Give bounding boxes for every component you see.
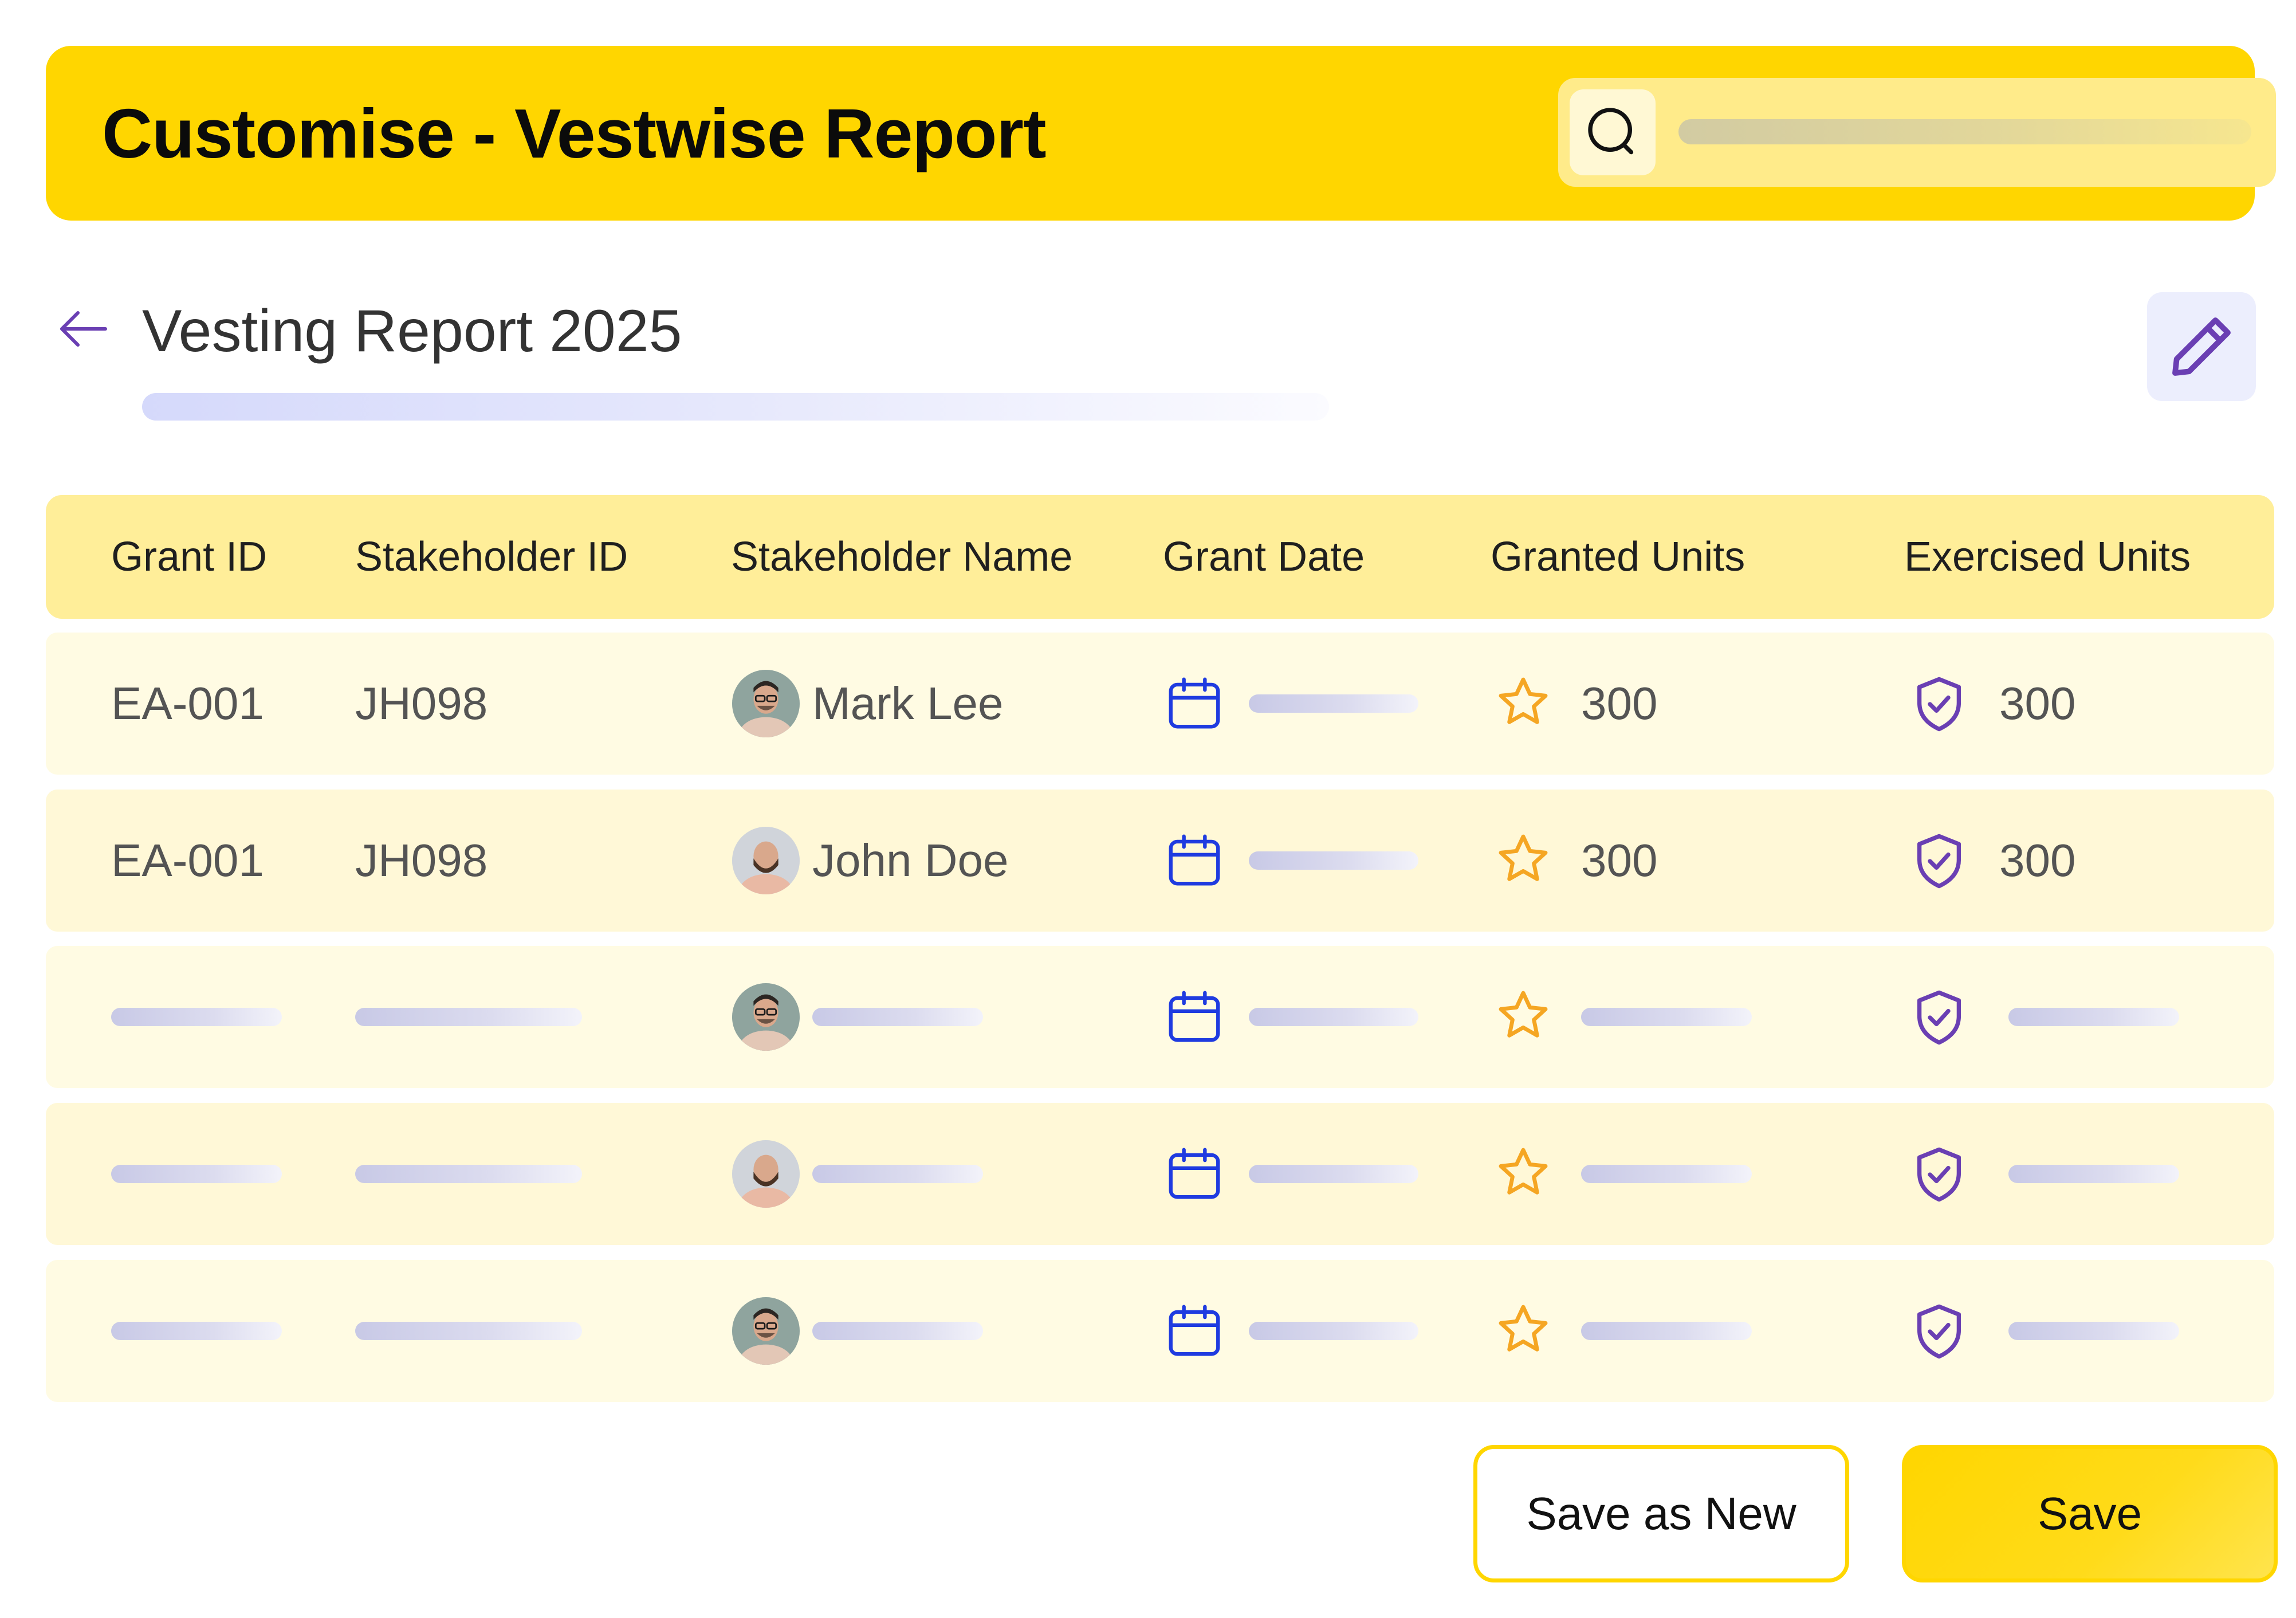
calendar-icon xyxy=(1163,1299,1226,1362)
search-icon xyxy=(1588,108,1634,155)
page-title: Customise - Vestwise Report xyxy=(102,95,1047,172)
exercised-units-placeholder xyxy=(2008,1165,2179,1183)
shield-check-icon xyxy=(1908,986,1971,1049)
calendar-icon xyxy=(1163,1142,1226,1205)
table-row[interactable]: EA-001 JH098 John Doe 300 300 xyxy=(46,790,2274,932)
header-banner: Customise - Vestwise Report xyxy=(46,46,2276,221)
calendar-icon xyxy=(1163,828,1226,892)
table-header: Grant ID Stakeholder ID Stakeholder Name… xyxy=(46,495,2274,619)
stakeholder-name-cell: Mark Lee xyxy=(812,678,1004,729)
column-header-stakeholder-name[interactable]: Stakeholder Name xyxy=(731,534,1073,580)
column-header-stakeholder-id[interactable]: Stakeholder ID xyxy=(355,534,628,580)
stakeholder-id-cell: JH098 xyxy=(355,835,488,886)
grant-id-placeholder xyxy=(111,1322,282,1340)
star-icon xyxy=(1493,986,1553,1046)
grant-date-placeholder xyxy=(1249,1008,1418,1026)
avatar xyxy=(732,1297,800,1365)
granted-units-placeholder xyxy=(1581,1008,1752,1026)
avatar xyxy=(732,670,800,737)
star-icon xyxy=(1493,830,1553,889)
exercised-units-cell: 300 xyxy=(1999,678,2076,729)
stakeholder-name-cell: John Doe xyxy=(812,835,1009,886)
stakeholder-name-placeholder xyxy=(812,1165,983,1183)
column-header-exercised-units[interactable]: Exercised Units xyxy=(1904,534,2191,580)
stakeholder-id-placeholder xyxy=(355,1008,582,1026)
grant-date-placeholder xyxy=(1249,694,1418,713)
exercised-units-placeholder xyxy=(2008,1322,2179,1340)
report-title: Vesting Report 2025 xyxy=(142,298,682,364)
grant-date-placeholder xyxy=(1249,851,1418,870)
pencil-icon xyxy=(2172,317,2231,376)
table-row[interactable] xyxy=(46,1260,2274,1402)
table-row[interactable]: EA-001 JH098 Mark Lee 300 300 xyxy=(46,633,2274,775)
grant-id-cell: EA-001 xyxy=(111,835,264,886)
calendar-icon xyxy=(1163,671,1226,735)
shield-check-icon xyxy=(1908,1300,1971,1363)
star-icon xyxy=(1493,673,1553,732)
column-header-grant-date[interactable]: Grant Date xyxy=(1163,534,1365,580)
exercised-units-placeholder xyxy=(2008,1008,2179,1026)
save-as-new-button[interactable]: Save as New xyxy=(1473,1445,1849,1582)
granted-units-cell: 300 xyxy=(1581,835,1658,886)
stakeholder-name-placeholder xyxy=(812,1322,983,1340)
star-icon xyxy=(1493,1300,1553,1360)
title-underline xyxy=(142,393,1329,421)
arrow-left-icon[interactable] xyxy=(55,304,110,355)
exercised-units-cell: 300 xyxy=(1999,835,2076,886)
shield-check-icon xyxy=(1908,830,1971,893)
grant-id-cell: EA-001 xyxy=(111,678,264,729)
column-header-granted-units[interactable]: Granted Units xyxy=(1491,534,1745,580)
shield-check-icon xyxy=(1908,1143,1971,1206)
column-header-grant-id[interactable]: Grant ID xyxy=(111,534,268,580)
granted-units-cell: 300 xyxy=(1581,678,1658,729)
table-row[interactable] xyxy=(46,946,2274,1088)
grant-id-placeholder xyxy=(111,1165,282,1183)
granted-units-placeholder xyxy=(1581,1165,1752,1183)
grant-id-placeholder xyxy=(111,1008,282,1026)
stakeholder-id-placeholder xyxy=(355,1322,582,1340)
shield-check-icon xyxy=(1908,673,1971,736)
search-button[interactable] xyxy=(1570,89,1656,175)
avatar xyxy=(732,827,800,894)
save-button[interactable]: Save xyxy=(1902,1445,2278,1582)
search-input[interactable] xyxy=(1678,119,2251,144)
search-box[interactable] xyxy=(1558,78,2276,187)
stakeholder-id-cell: JH098 xyxy=(355,678,488,729)
grant-date-placeholder xyxy=(1249,1165,1418,1183)
stakeholder-id-placeholder xyxy=(355,1165,582,1183)
calendar-icon xyxy=(1163,985,1226,1048)
avatar xyxy=(732,983,800,1051)
granted-units-placeholder xyxy=(1581,1322,1752,1340)
edit-button[interactable] xyxy=(2147,292,2256,401)
avatar xyxy=(732,1140,800,1208)
table-row[interactable] xyxy=(46,1103,2274,1245)
stakeholder-name-placeholder xyxy=(812,1008,983,1026)
grant-date-placeholder xyxy=(1249,1322,1418,1340)
star-icon xyxy=(1493,1143,1553,1203)
